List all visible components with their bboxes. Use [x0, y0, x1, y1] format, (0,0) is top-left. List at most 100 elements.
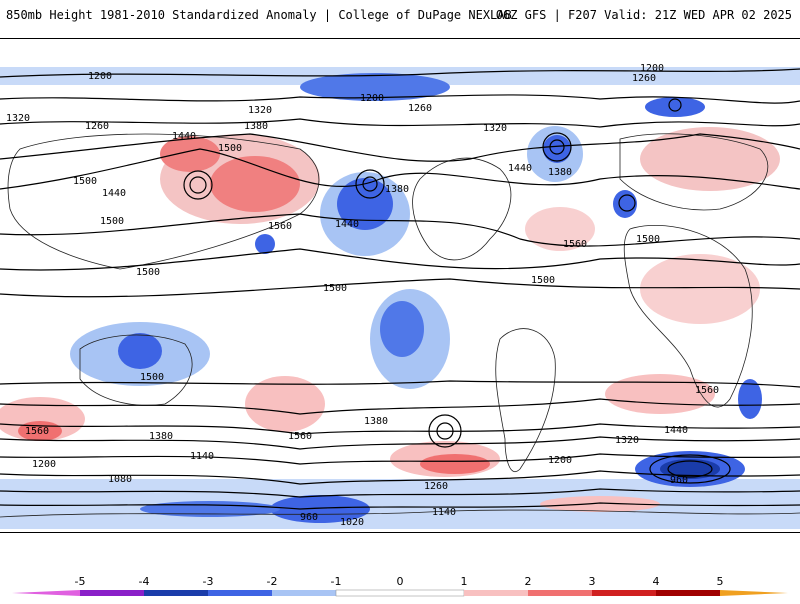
contour-label: 1260	[408, 103, 432, 114]
colorbar-tick-label: 1	[461, 575, 468, 588]
contour-1260-south	[0, 453, 800, 465]
contour-1200-north	[0, 68, 800, 78]
antarctic-positive	[540, 496, 660, 512]
contour-label: 1500	[136, 267, 160, 278]
contour-label: 960	[670, 475, 688, 486]
header-bar: 850mb Height 1981-2010 Standardized Anom…	[0, 0, 800, 30]
colorbar: -5 -4 -3 -2 -1 0 1 2 3 4 5	[0, 566, 800, 600]
pacific-negative-core	[380, 301, 424, 357]
contour-label: 1500	[218, 143, 242, 154]
anomaly-map[interactable]: 1200 1200 1200 1260 1260 1260 1320 1320 …	[0, 38, 800, 533]
low-ring-siberia	[183, 170, 213, 200]
contour-1440-south	[0, 398, 800, 415]
siberia-positive-2	[160, 136, 220, 172]
colorbar-tick-label: -1	[331, 575, 342, 588]
contour-label: 1380	[548, 167, 572, 178]
contour-label: 1560	[563, 239, 587, 250]
contour-label: 1380	[149, 431, 173, 442]
low-center-baffin	[549, 139, 565, 155]
contour-1560-north	[0, 248, 800, 271]
contour-label: 1500	[73, 176, 97, 187]
contour-label: 1200	[32, 459, 56, 470]
height-contours	[0, 68, 800, 510]
low-center-antarctic	[667, 460, 713, 478]
contour-label: 1260	[424, 481, 448, 492]
contour-label: 1560	[288, 431, 312, 442]
contour-label: 1380	[385, 184, 409, 195]
contour-1500-north	[0, 213, 800, 247]
contour-label: 1500	[323, 283, 347, 294]
atlantic-positive	[525, 207, 595, 251]
contour-label: 1500	[100, 216, 124, 227]
contour-label: 1320	[248, 105, 272, 116]
contour-label-group: 1200 1200 1200 1260 1260 1260 1320 1320 …	[6, 63, 719, 528]
contour-1260-north	[0, 94, 800, 104]
coastlines	[0, 133, 800, 518]
colorbar-seg-9	[656, 590, 720, 596]
contour-1140-south	[0, 488, 800, 498]
low-center-alaska	[362, 176, 378, 192]
africa-outline	[623, 225, 753, 408]
contour-label: 1320	[615, 435, 639, 446]
contour-label: 1140	[432, 507, 456, 518]
australia-outline	[79, 334, 193, 406]
japan-negative	[255, 234, 275, 254]
contour-label: 1440	[508, 163, 532, 174]
antarctic-negative-band	[0, 479, 800, 529]
colorbar-seg-10	[720, 590, 788, 596]
colorbar-seg-4	[272, 590, 336, 596]
contour-1440-north	[0, 148, 800, 190]
map-title: 850mb Height 1981-2010 Standardized Anom…	[6, 8, 512, 22]
map-svg: 1200 1200 1200 1260 1260 1260 1320 1320 …	[0, 63, 800, 529]
low-center-south-pacific	[436, 422, 454, 440]
contour-label: 1200	[640, 63, 664, 74]
contour-1500-tropics	[0, 278, 800, 298]
colorbar-tick-label: 3	[589, 575, 596, 588]
colorbar-seg-2	[144, 590, 208, 596]
colorbar-seg-8	[592, 590, 656, 596]
contour-label: 1440	[172, 131, 196, 142]
colorbar-tick-label: -3	[203, 575, 214, 588]
colorbar-tick-label: 5	[717, 575, 724, 588]
low-center-siberia	[189, 176, 207, 194]
colorbar-tick-label: 2	[525, 575, 532, 588]
ross-negative	[270, 495, 370, 523]
colorbar-seg-1	[80, 590, 144, 596]
low-ring-alaska	[355, 169, 385, 199]
africa-positive	[640, 254, 760, 324]
contour-label: 1500	[140, 372, 164, 383]
gulf-alaska-negative-core	[337, 178, 393, 230]
low-center-atlantic	[618, 194, 636, 212]
contour-label: 1440	[102, 188, 126, 199]
colorbar-tick-labels: -5 -4 -3 -2 -1 0 1 2 3 4 5	[75, 575, 724, 588]
contour-label: 1320	[483, 123, 507, 134]
s-africa-negative	[738, 379, 762, 419]
colorbar-svg: -5 -4 -3 -2 -1 0 1 2 3 4 5	[12, 575, 788, 597]
contour-1380-north	[0, 133, 800, 162]
colorbar-tick-label: -4	[139, 575, 150, 588]
colorbar-seg-0	[12, 590, 80, 596]
contour-label: 1140	[190, 451, 214, 462]
baffin-negative-core	[543, 135, 571, 163]
contour-label: 1440	[664, 425, 688, 436]
colorbar-seg-6	[464, 590, 528, 596]
siberia-positive-core	[210, 156, 300, 212]
low-ring-baffin	[542, 132, 572, 162]
contour-label: 1560	[25, 426, 49, 437]
contour-label: 1080	[108, 474, 132, 485]
contour-1320-north	[0, 118, 800, 128]
contour-1320-south	[0, 436, 800, 450]
contour-1380-south	[0, 423, 800, 435]
arctic-low-anomaly	[300, 73, 450, 101]
contour-label: 1260	[632, 73, 656, 84]
contour-1500-south	[0, 380, 800, 388]
colorbar-tick-label: -5	[75, 575, 86, 588]
low-ring-south-pacific	[428, 414, 462, 448]
contour-label: 1380	[364, 416, 388, 427]
antarctica-outline	[0, 509, 800, 518]
australia-negative-core	[118, 333, 162, 369]
run-info: 06Z GFS | F207 Valid: 21Z WED APR 02 202…	[495, 8, 792, 22]
contour-label: 1440	[335, 219, 359, 230]
contour-1200-south	[0, 470, 800, 485]
contour-label: 1200	[360, 93, 384, 104]
